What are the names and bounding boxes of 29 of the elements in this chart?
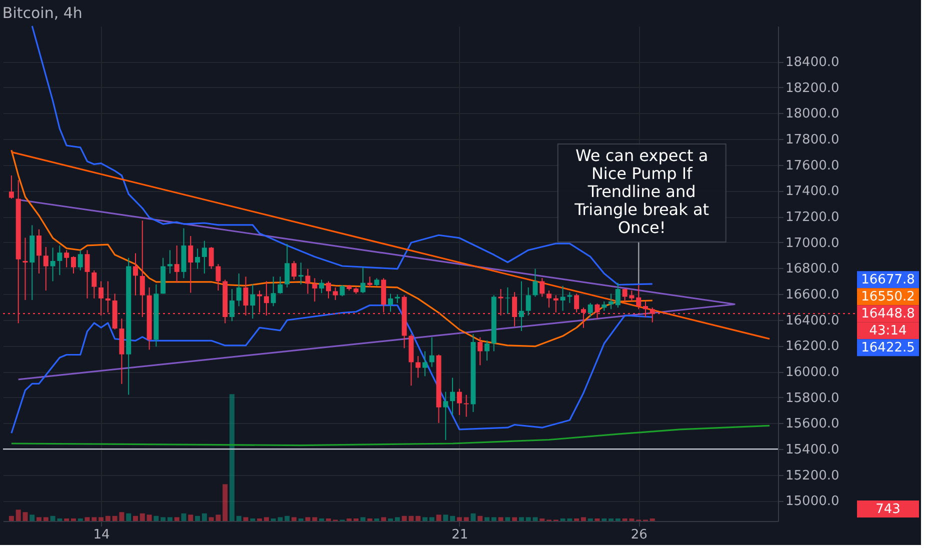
y-tick-label: 18400.0 xyxy=(786,55,840,70)
y-tick-label: 18200.0 xyxy=(786,80,840,96)
y-tick-label: 15600.0 xyxy=(786,416,840,432)
text: 743 xyxy=(876,502,900,517)
ref-line-label: 16448.8 xyxy=(861,306,915,322)
y-tick-label: 16000.0 xyxy=(786,365,840,380)
x-tick-label: 14 xyxy=(93,528,110,542)
y-tick-label: 15800.0 xyxy=(786,390,840,406)
y-tick-label: 15200.0 xyxy=(786,468,840,484)
x-tick-label: 21 xyxy=(452,528,468,542)
y-tick-label: 17400.0 xyxy=(786,184,840,200)
y-tick-label: 16800.0 xyxy=(786,262,840,277)
y-tick-label: 17600.0 xyxy=(786,158,840,174)
y-tick-label: 16400.0 xyxy=(786,313,840,328)
text: 16550.2 xyxy=(861,290,915,305)
annotation: We can expect a Nice Pump If Trendline and Triangle break at Once! xyxy=(574,146,710,237)
y-tick-label: 18000.0 xyxy=(786,106,840,122)
y-tick-label: 17200.0 xyxy=(786,210,840,226)
y-tick-label: 16600.0 xyxy=(786,288,840,303)
y-tick-label: 15400.0 xyxy=(786,442,840,458)
chart-title: Bitcoin, 4h xyxy=(2,4,82,22)
x-tick-label: 26 xyxy=(630,528,648,542)
y-tick-label: 16200.0 xyxy=(786,339,840,354)
text: 43:14 xyxy=(869,324,907,339)
y-tick-label: 17800.0 xyxy=(786,132,840,148)
y-tick-label: 15000.0 xyxy=(786,494,840,510)
y-tick-label: 17000.0 xyxy=(786,236,840,251)
text: 16677.8 xyxy=(861,272,915,288)
text: 16422.5 xyxy=(861,340,915,356)
